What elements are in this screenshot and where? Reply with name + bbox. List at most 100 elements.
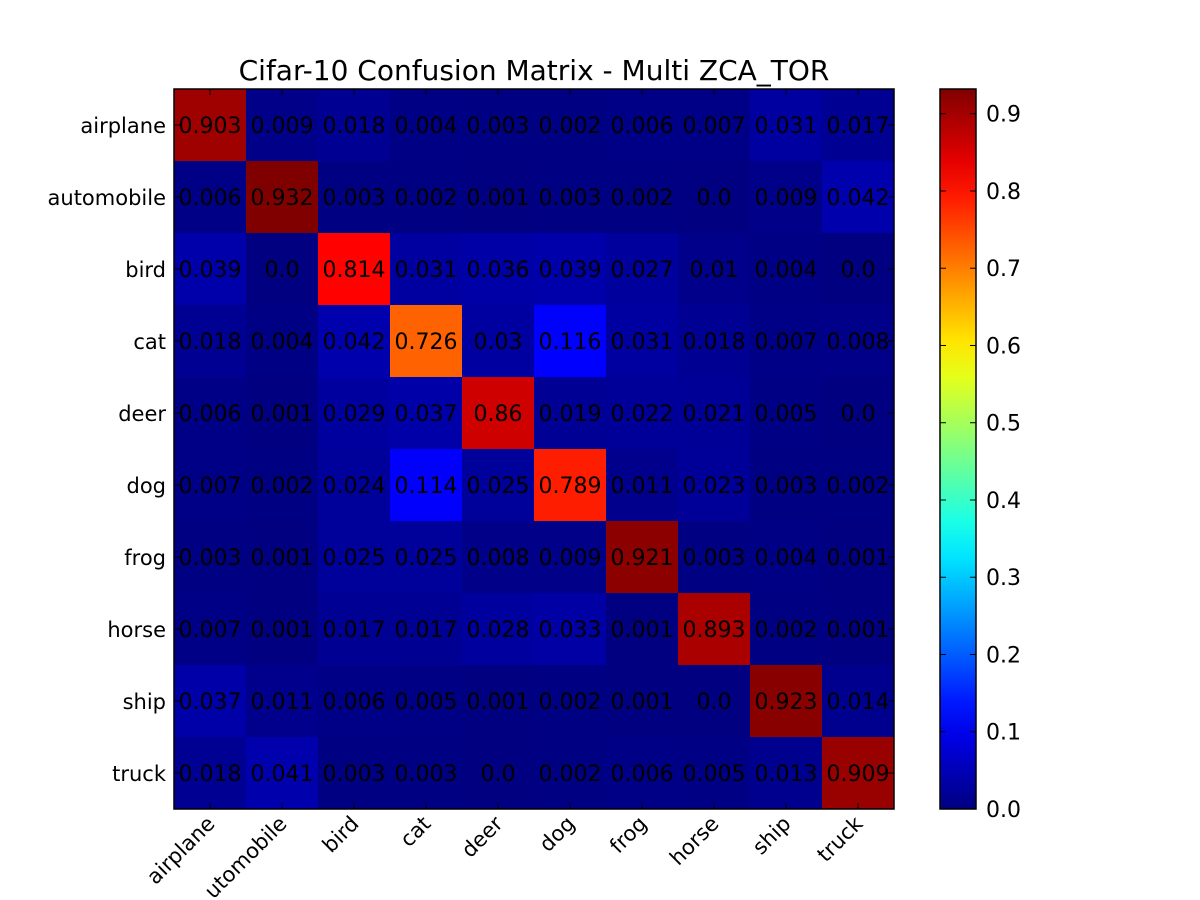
cell-value-label: 0.002 bbox=[539, 762, 602, 787]
colorbar-tick-label: 0.7 bbox=[986, 257, 1021, 282]
y-tick-label: deer bbox=[118, 402, 166, 426]
x-tick-label: truck bbox=[812, 811, 868, 867]
cell-value-label: 0.005 bbox=[755, 402, 818, 427]
heatmap-cell bbox=[174, 305, 247, 378]
heatmap-cell bbox=[390, 449, 463, 522]
heatmap-cell bbox=[534, 665, 607, 738]
heatmap-cell bbox=[174, 377, 247, 450]
cell-value-label: 0.006 bbox=[323, 690, 386, 715]
x-tick-label: ship bbox=[748, 812, 796, 860]
cell-value-label: 0.018 bbox=[323, 114, 386, 139]
heatmap-cell bbox=[822, 233, 895, 306]
cell-value-label: 0.022 bbox=[611, 402, 674, 427]
cell-value-label: 0.03 bbox=[474, 330, 523, 355]
cell-value-label: 0.019 bbox=[539, 402, 602, 427]
heatmap-cell bbox=[750, 593, 823, 666]
heatmap-cell bbox=[318, 377, 391, 450]
heatmap-cell bbox=[246, 305, 319, 378]
heatmap-cell bbox=[462, 665, 535, 738]
heatmap-cell bbox=[174, 233, 247, 306]
cell-value-label: 0.909 bbox=[827, 762, 890, 787]
cell-value-label: 0.114 bbox=[395, 474, 458, 499]
y-tick-label: ship bbox=[123, 690, 166, 714]
heatmap-cell bbox=[750, 233, 823, 306]
heatmap-cell bbox=[534, 737, 607, 810]
cell-value-label: 0.041 bbox=[251, 762, 314, 787]
cell-value-label: 0.014 bbox=[827, 690, 890, 715]
heatmap-cell bbox=[318, 161, 391, 234]
colorbar-tick-label: 0.5 bbox=[986, 412, 1021, 437]
heatmap-cell bbox=[390, 89, 463, 162]
heatmap-cell bbox=[606, 521, 679, 594]
heatmap-cell bbox=[174, 593, 247, 666]
cell-value-label: 0.0 bbox=[697, 690, 732, 715]
heatmap-cell bbox=[822, 737, 895, 810]
y-tick-label: airplane bbox=[80, 114, 166, 138]
heatmap-cell bbox=[174, 737, 247, 810]
cell-value-label: 0.921 bbox=[611, 546, 674, 571]
cell-value-label: 0.004 bbox=[755, 546, 818, 571]
heatmap-cell bbox=[750, 665, 823, 738]
cell-value-label: 0.001 bbox=[827, 546, 890, 571]
heatmap-cell bbox=[534, 449, 607, 522]
heatmap-cell bbox=[822, 449, 895, 522]
cell-value-label: 0.726 bbox=[395, 330, 458, 355]
heatmap-cell bbox=[606, 665, 679, 738]
colorbar-tick-label: 0.3 bbox=[986, 566, 1021, 591]
cell-value-label: 0.021 bbox=[683, 402, 746, 427]
cell-value-label: 0.011 bbox=[251, 690, 314, 715]
cell-value-label: 0.0 bbox=[841, 258, 876, 283]
cell-value-label: 0.0 bbox=[265, 258, 300, 283]
cell-value-label: 0.004 bbox=[395, 114, 458, 139]
cell-value-label: 0.018 bbox=[179, 762, 242, 787]
heatmap-cell bbox=[318, 665, 391, 738]
cell-value-label: 0.023 bbox=[683, 474, 746, 499]
colorbar-tick-label: 0.2 bbox=[986, 643, 1021, 668]
heatmap-cell bbox=[318, 233, 391, 306]
y-tick-label: truck bbox=[112, 762, 167, 786]
cell-value-label: 0.893 bbox=[683, 618, 746, 643]
heatmap-cell bbox=[606, 161, 679, 234]
y-tick-label: cat bbox=[133, 330, 166, 354]
cell-value-label: 0.923 bbox=[755, 690, 818, 715]
cell-value-label: 0.001 bbox=[467, 690, 530, 715]
heatmap-cell bbox=[534, 233, 607, 306]
cell-value-label: 0.009 bbox=[251, 114, 314, 139]
cell-value-label: 0.008 bbox=[467, 546, 530, 571]
colorbar-tick-label: 0.6 bbox=[986, 334, 1021, 359]
cell-value-label: 0.0 bbox=[841, 402, 876, 427]
y-axis-ticks: airplane automobile bird cat deer dog frog hors… bbox=[48, 114, 894, 786]
cell-value-label: 0.018 bbox=[179, 330, 242, 355]
cell-value-label: 0.001 bbox=[251, 402, 314, 427]
x-tick-label: cat bbox=[395, 812, 435, 852]
cell-value-label: 0.006 bbox=[179, 186, 242, 211]
heatmap-cell bbox=[390, 665, 463, 738]
heatmap-cell bbox=[678, 233, 751, 306]
heatmap-cell bbox=[678, 737, 751, 810]
heatmap-cell bbox=[606, 377, 679, 450]
heatmap-cell bbox=[822, 305, 895, 378]
cell-value-label: 0.903 bbox=[179, 114, 242, 139]
heatmap-cell bbox=[750, 89, 823, 162]
cell-value-label: 0.0 bbox=[481, 762, 516, 787]
heatmap-cell bbox=[678, 89, 751, 162]
cell-value-label: 0.009 bbox=[755, 186, 818, 211]
cell-value-label: 0.002 bbox=[827, 474, 890, 499]
cell-value-label: 0.008 bbox=[827, 330, 890, 355]
cell-value-label: 0.002 bbox=[539, 690, 602, 715]
heatmap-cell bbox=[678, 377, 751, 450]
cell-value-label: 0.002 bbox=[539, 114, 602, 139]
cell-value-label: 0.003 bbox=[755, 474, 818, 499]
x-tick-label: dog bbox=[535, 812, 580, 857]
heatmap-cells bbox=[174, 89, 895, 810]
heatmap-cell bbox=[750, 737, 823, 810]
cell-value-label: 0.005 bbox=[683, 762, 746, 787]
heatmap-cell bbox=[678, 521, 751, 594]
cell-value-label: 0.028 bbox=[467, 618, 530, 643]
heatmap-cell bbox=[822, 521, 895, 594]
heatmap-cell bbox=[822, 665, 895, 738]
heatmap-cell bbox=[822, 89, 895, 162]
cell-value-label: 0.006 bbox=[611, 762, 674, 787]
heatmap-cell bbox=[462, 377, 535, 450]
y-tick-label: frog bbox=[124, 546, 166, 570]
